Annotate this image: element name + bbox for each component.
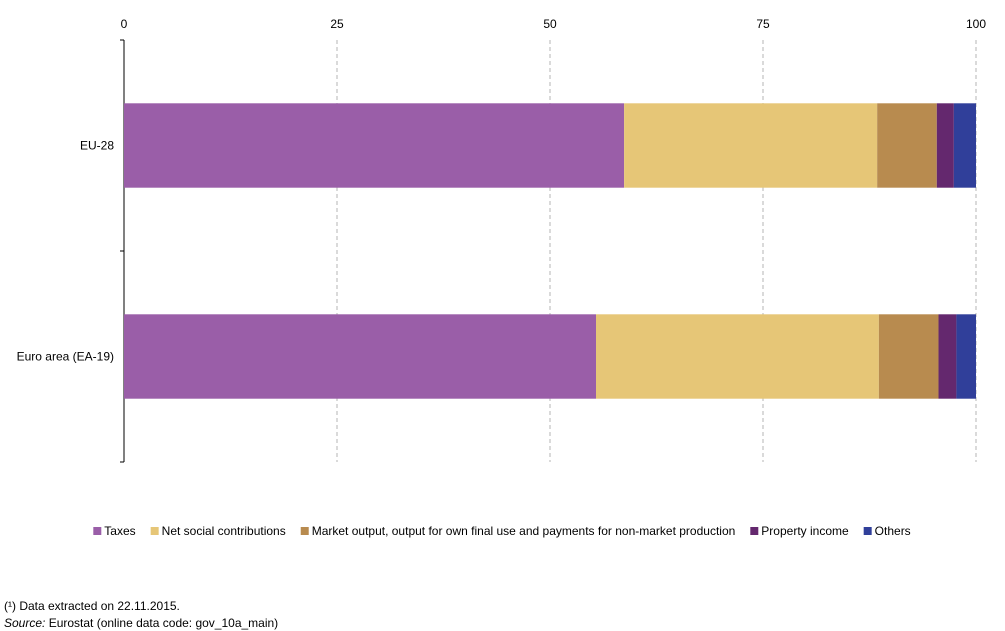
x-tick-label-75: 75 xyxy=(756,17,770,31)
legend-swatch-4 xyxy=(863,527,872,535)
y-axis-ticks xyxy=(120,39,124,463)
legend-item-0: Taxes xyxy=(93,524,136,538)
legend-label-2: Market output, output for own final use … xyxy=(312,524,736,538)
bar-0-series-0 xyxy=(124,103,625,188)
x-tick-label-50: 50 xyxy=(543,17,557,31)
stacked-bar-chart: 0 25 50 75 100 EU-28 Euro area (EA-19) Taxes N… xyxy=(17,17,987,538)
legend-label-1: Net social contributions xyxy=(162,524,286,538)
legend-swatch-2 xyxy=(300,527,309,535)
bar-0-series-4 xyxy=(953,103,976,188)
legend-label-4: Others xyxy=(875,524,911,538)
source-note: Source: Eurostat (online data code: gov_… xyxy=(4,616,278,630)
legend-swatch-3 xyxy=(750,527,759,535)
legend-swatch-1 xyxy=(150,527,159,535)
source-prefix: Source: xyxy=(4,616,46,630)
x-tick-label-25: 25 xyxy=(330,17,344,31)
x-tick-label-100: 100 xyxy=(966,17,986,31)
bar-1-series-3 xyxy=(938,314,957,399)
legend-item-4: Others xyxy=(863,524,911,538)
legend: Taxes Net social contributions Market outp… xyxy=(93,524,911,538)
legend-label-0: Taxes xyxy=(104,524,135,538)
source-text: Eurostat (online data code: gov_10a_main… xyxy=(45,616,279,630)
data-extraction-note: (¹) Data extracted on 22.11.2015. xyxy=(4,599,180,613)
bar-0-series-1 xyxy=(624,103,878,188)
category-labels: EU-28 Euro area (EA-19) xyxy=(17,139,115,364)
bar-0-series-3 xyxy=(936,103,954,188)
legend-item-1: Net social contributions xyxy=(150,524,286,538)
legend-item-3: Property income xyxy=(750,524,849,538)
bar-1-series-1 xyxy=(596,314,879,399)
category-label-0: EU-28 xyxy=(80,139,114,153)
bar-1-series-4 xyxy=(956,314,976,399)
x-tick-label-0: 0 xyxy=(121,17,128,31)
bars xyxy=(124,103,976,399)
x-axis-ticks: 0 25 50 75 100 xyxy=(121,17,987,31)
legend-item-2: Market output, output for own final use … xyxy=(300,524,736,538)
bar-1-series-2 xyxy=(878,314,939,399)
legend-swatch-0 xyxy=(93,527,102,535)
bar-0-series-2 xyxy=(877,103,937,188)
bar-1-series-0 xyxy=(124,314,597,399)
legend-label-3: Property income xyxy=(761,524,849,538)
category-label-1: Euro area (EA-19) xyxy=(17,350,114,364)
